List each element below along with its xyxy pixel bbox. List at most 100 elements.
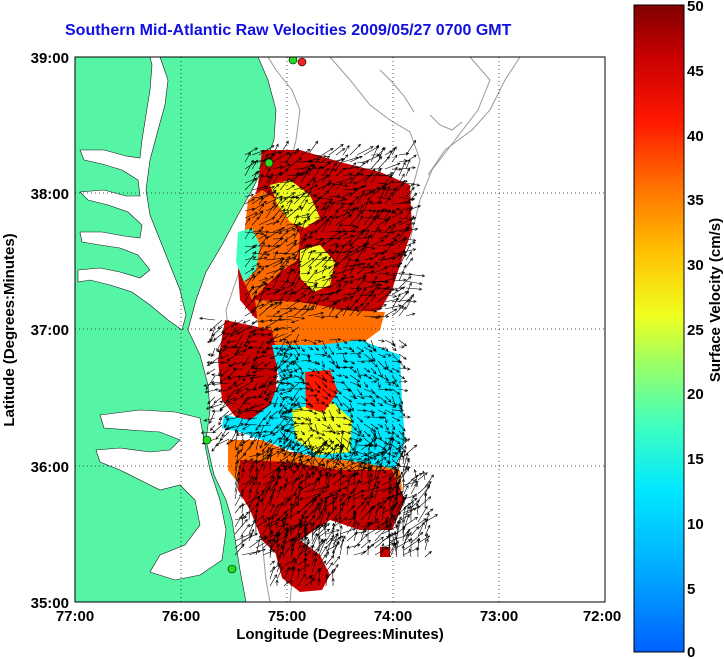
velocity-arrow [381, 542, 395, 549]
velocity-arrow [235, 438, 244, 451]
velocity-arrow [318, 545, 327, 559]
velocity-arrow [377, 437, 388, 444]
velocity-arrow [304, 522, 309, 531]
velocity-arrow [342, 250, 360, 261]
velocity-arrow [261, 347, 272, 353]
velocity-arrow [356, 388, 363, 396]
velocity-arrow [287, 382, 300, 393]
velocity-arrow [300, 422, 313, 426]
velocity-arrow [374, 468, 381, 486]
velocity-arrow [247, 416, 258, 421]
velocity-arrow [307, 437, 312, 449]
velocity-arrow [300, 381, 310, 386]
velocity-arrow [234, 347, 251, 355]
velocity-arrow [317, 578, 321, 587]
velocity-arrow [279, 208, 294, 212]
velocity-arrow [318, 553, 327, 566]
velocity-arrow [293, 305, 308, 317]
velocity-arrow [314, 215, 328, 219]
velocity-arrow [409, 505, 413, 523]
velocity-arrow [417, 481, 432, 495]
velocity-arrow [261, 448, 265, 465]
velocity-arrow [398, 238, 406, 247]
velocity-arrow [396, 478, 401, 488]
velocity-arrow [286, 373, 293, 377]
velocity-arrow [269, 532, 281, 538]
velocity-arrow [398, 173, 405, 184]
velocity-arrow [248, 499, 263, 514]
velocity-arrow [377, 402, 384, 407]
velocity-arrow [279, 229, 289, 240]
velocity-arrow [356, 402, 367, 406]
velocity-arrow [328, 415, 335, 419]
velocity-arrow [216, 347, 230, 353]
velocity-arrow [227, 375, 237, 380]
velocity-arrow [325, 573, 329, 587]
velocity-arrow [325, 551, 329, 559]
velocity-arrow [216, 340, 223, 352]
velocity-arrow [342, 280, 348, 289]
velocity-arrow [398, 249, 406, 261]
velocity-arrow [332, 457, 340, 472]
velocity-arrow [293, 257, 299, 268]
velocity-arrow [410, 531, 424, 544]
velocity-arrow [304, 538, 310, 556]
velocity-arrow [256, 340, 265, 354]
velocity-arrow [417, 472, 428, 481]
velocity-arrow [262, 453, 271, 472]
velocity-arrow [300, 346, 305, 353]
velocity-arrow [318, 471, 330, 479]
velocity-arrow [244, 310, 255, 317]
velocity-arrow [272, 192, 279, 205]
velocity-arrow [363, 265, 374, 269]
velocity-arrow [335, 253, 350, 268]
velocity-arrow [251, 150, 265, 156]
velocity-arrow [402, 444, 418, 458]
y-tick-label: 35:00 [31, 595, 69, 612]
velocity-arrow [255, 508, 259, 521]
velocity-arrow [314, 360, 321, 366]
velocity-arrow [276, 448, 284, 458]
velocity-arrow [290, 547, 295, 559]
velocity-arrow [293, 248, 301, 261]
velocity-arrow [349, 395, 358, 400]
velocity-arrow [286, 157, 302, 170]
velocity-arrow [405, 158, 411, 170]
velocity-arrow [321, 167, 329, 177]
velocity-arrow [286, 360, 294, 365]
velocity-arrow [311, 524, 320, 538]
velocity-arrow [236, 382, 251, 392]
velocity-arrow [349, 360, 356, 365]
velocity-arrow [251, 252, 271, 257]
velocity-arrow [377, 304, 387, 310]
velocity-arrow [226, 396, 237, 402]
velocity-arrow [254, 354, 272, 360]
velocity-arrow [342, 240, 352, 247]
velocity-arrow [293, 263, 301, 275]
velocity-arrow [395, 446, 401, 458]
velocity-arrow [255, 452, 259, 472]
velocity-arrow [239, 422, 258, 426]
velocity-arrow [263, 396, 272, 401]
velocity-arrow [307, 184, 319, 191]
velocity-arrow [269, 560, 276, 566]
velocity-arrow [276, 532, 281, 545]
velocity-arrow [234, 493, 242, 507]
colorbar-tick-label: 10 [687, 516, 704, 533]
x-tick-label: 72:00 [583, 608, 621, 625]
velocity-arrow [258, 156, 272, 163]
colorbar-tick-label: 35 [687, 192, 704, 209]
velocity-arrow [370, 261, 379, 268]
velocity-arrow [272, 310, 281, 317]
velocity-arrow [328, 182, 349, 188]
velocity-arrow [395, 472, 399, 493]
velocity-arrow [265, 275, 274, 282]
velocity-arrow [263, 438, 272, 446]
velocity-arrow [272, 165, 284, 170]
velocity-arrow [234, 382, 244, 387]
velocity-arrow [281, 518, 285, 531]
velocity-arrow [290, 497, 304, 507]
velocity-arrow [402, 526, 406, 542]
velocity-arrow [405, 273, 426, 278]
velocity-arrow [307, 360, 319, 365]
